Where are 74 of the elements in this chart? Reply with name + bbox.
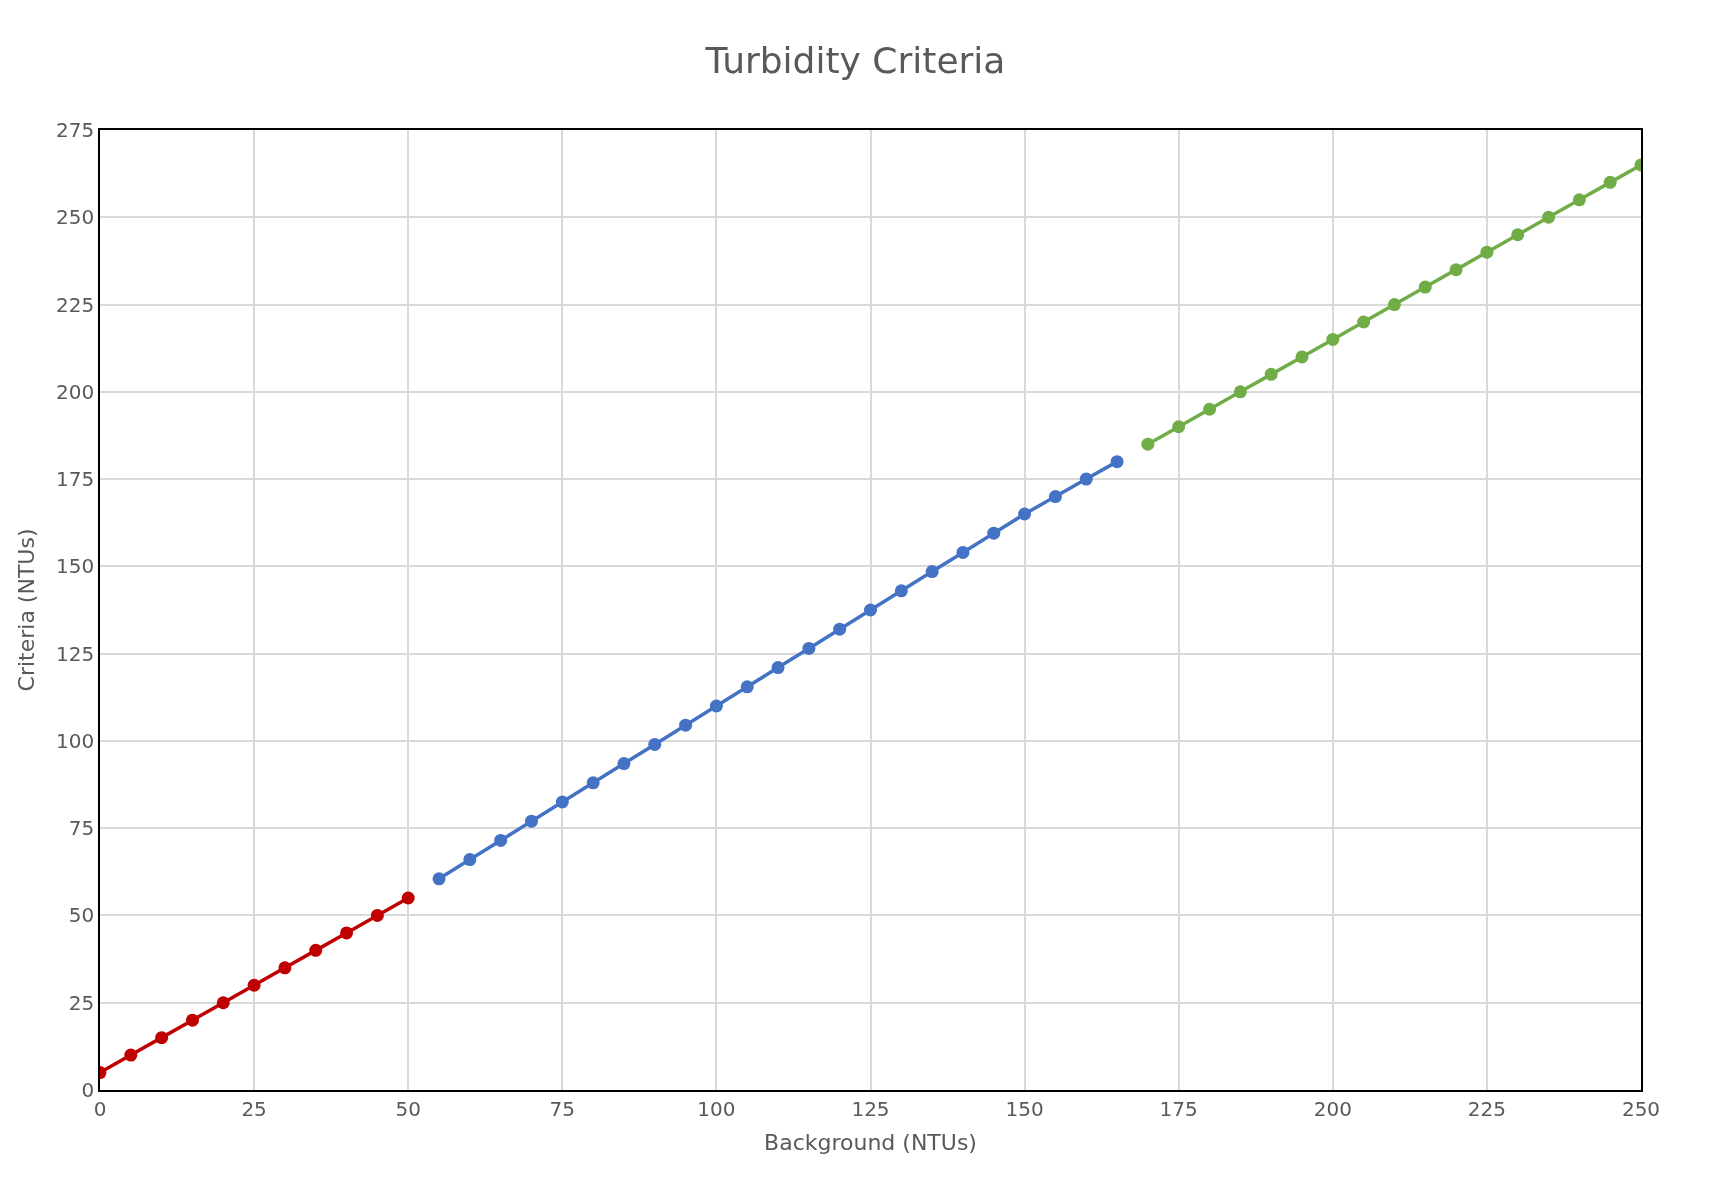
point [309, 943, 323, 957]
point [1603, 175, 1617, 189]
point [340, 926, 354, 940]
point [617, 757, 631, 771]
x-axis-title: Background (NTUs) [764, 1130, 977, 1156]
point [401, 891, 415, 905]
point [1110, 455, 1124, 469]
point [925, 565, 939, 579]
x-tick-label: 100 [697, 1096, 736, 1121]
point [1018, 507, 1032, 521]
x-tick-label: 25 [241, 1096, 267, 1121]
x-tick-label: 225 [1467, 1096, 1506, 1121]
y-tick-label: 175 [56, 467, 95, 492]
point [155, 1031, 169, 1045]
point [1233, 385, 1247, 399]
point [987, 526, 1001, 540]
point [370, 908, 384, 922]
point [802, 641, 816, 655]
y-axis-title: Criteria (NTUs) [14, 528, 40, 692]
point [1357, 315, 1371, 329]
x-tick-label: 125 [851, 1096, 890, 1121]
point [432, 872, 446, 886]
point [1048, 490, 1062, 504]
x-tick-label: 200 [1313, 1096, 1352, 1121]
point [1480, 245, 1494, 259]
point [1387, 298, 1401, 312]
point [1542, 210, 1556, 224]
point [1264, 367, 1278, 381]
point [833, 622, 847, 636]
point [956, 545, 970, 559]
chart-title: Turbidity Criteria [704, 40, 1006, 82]
point [894, 584, 908, 598]
y-tick-label: 225 [56, 292, 95, 317]
x-tick-label: 50 [395, 1096, 421, 1121]
point [679, 718, 693, 732]
y-tick-label: 200 [56, 379, 95, 404]
point [494, 833, 508, 847]
point [1203, 402, 1217, 416]
x-tick-label: 150 [1005, 1096, 1044, 1121]
point [463, 853, 477, 867]
y-tick-label: 25 [68, 990, 95, 1015]
point [586, 776, 600, 790]
point [1172, 420, 1186, 434]
y-tick-label: 100 [56, 728, 95, 753]
y-tick-label: 150 [56, 554, 95, 579]
y-tick-label: 250 [56, 205, 95, 230]
point [709, 699, 723, 713]
x-tick-label: 250 [1621, 1096, 1661, 1121]
point [648, 737, 662, 751]
point [1079, 472, 1093, 486]
point [524, 814, 538, 828]
y-tick-label: 275 [56, 118, 95, 142]
point [185, 1013, 199, 1027]
point [1326, 332, 1340, 346]
x-tick-label: 75 [549, 1096, 576, 1121]
point [1418, 280, 1432, 294]
y-tick-label: 0 [81, 1078, 95, 1102]
y-tick-label: 50 [68, 903, 95, 928]
point [1141, 437, 1155, 451]
x-tick-label: 175 [1159, 1096, 1198, 1121]
point [771, 661, 785, 675]
y-tick-label: 75 [68, 816, 95, 841]
point [555, 795, 569, 809]
point [124, 1048, 138, 1062]
y-tick-label: 125 [56, 641, 95, 666]
point [1572, 193, 1586, 207]
point [216, 996, 230, 1010]
point [864, 603, 877, 617]
point [247, 978, 261, 992]
point [1511, 228, 1525, 242]
point [1449, 263, 1463, 277]
point [278, 961, 292, 975]
point [740, 680, 754, 694]
point [1295, 350, 1309, 364]
